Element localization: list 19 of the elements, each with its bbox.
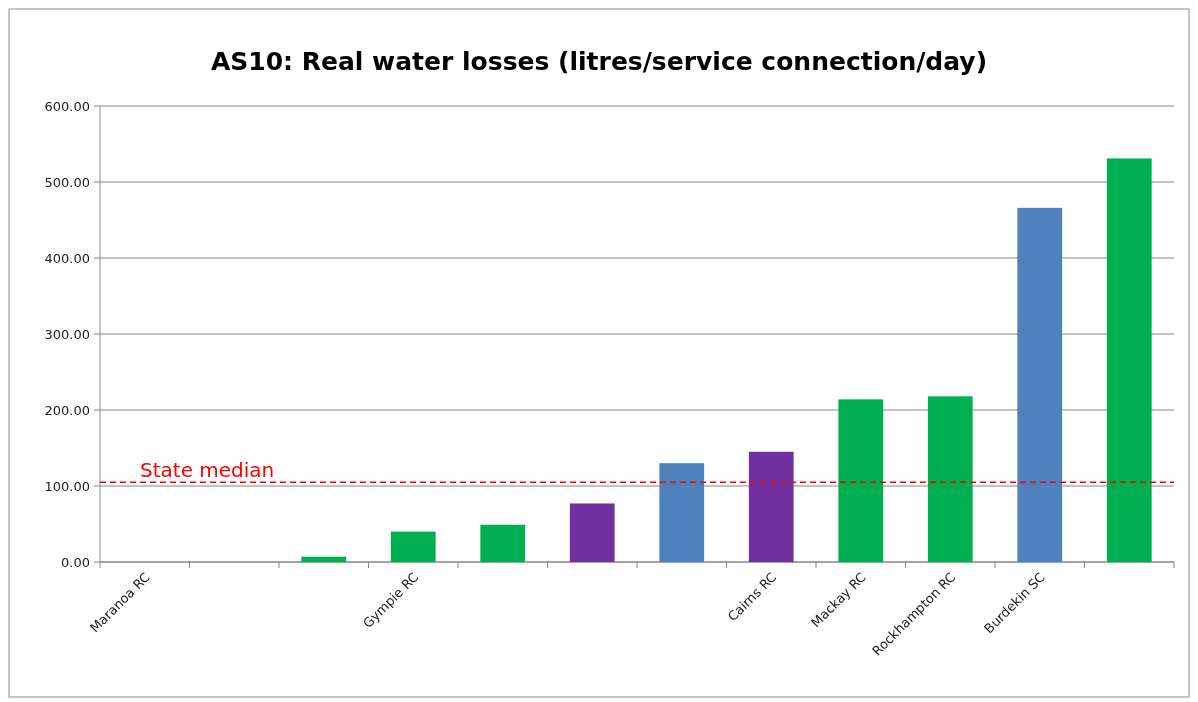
y-tick-label: 0.00: [61, 554, 90, 570]
bar: [569, 503, 615, 562]
y-tick-label: 500.00: [44, 174, 90, 190]
bar: [1017, 207, 1063, 562]
ref-line-label: State median: [140, 458, 275, 483]
bar: [838, 399, 884, 562]
bar: [748, 451, 794, 562]
chart-title: AS10: Real water losses (litres/service connection/day): [210, 47, 988, 76]
bar: [659, 463, 705, 562]
y-tick-label: 200.00: [44, 402, 90, 418]
bar: [301, 556, 347, 562]
y-tick-label: 300.00: [44, 326, 90, 342]
bar: [480, 524, 526, 562]
bar: [390, 531, 436, 562]
bar: [1106, 158, 1152, 562]
y-tick-label: 100.00: [44, 478, 90, 494]
bar: [927, 396, 973, 562]
y-tick-label: 400.00: [44, 250, 90, 266]
y-tick-label: 600.00: [44, 98, 90, 114]
